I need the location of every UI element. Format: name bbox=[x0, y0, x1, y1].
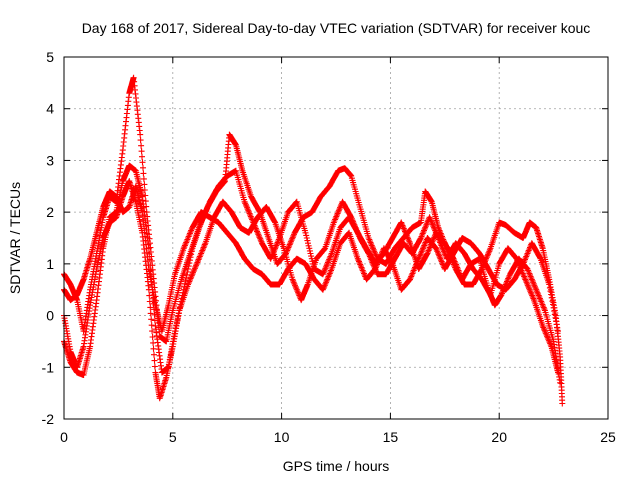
y-tick-label: -1 bbox=[42, 359, 55, 375]
series-track-a bbox=[61, 74, 566, 407]
y-tick-label: 3 bbox=[46, 152, 54, 168]
y-tick-label: 0 bbox=[46, 308, 54, 324]
x-tick-label: 15 bbox=[383, 429, 399, 445]
y-tick-label: 5 bbox=[46, 49, 54, 65]
y-axis-label: SDTVAR / TECUs bbox=[7, 182, 23, 294]
x-axis-label: GPS time / hours bbox=[283, 458, 390, 474]
data-markers bbox=[61, 74, 566, 407]
x-tick-label: 0 bbox=[60, 429, 68, 445]
plot-frame bbox=[63, 56, 609, 420]
y-tick-label: 2 bbox=[46, 204, 54, 220]
y-tick-label: -2 bbox=[42, 411, 55, 427]
chart-title: Day 168 of 2017, Sidereal Day-to-day VTE… bbox=[82, 20, 591, 36]
axis-ticks: 0 5 10 15 20 25 -2 -1 0 1 2 3 4 5 bbox=[42, 49, 616, 445]
y-tick-label: 1 bbox=[46, 256, 54, 272]
x-tick-label: 25 bbox=[600, 429, 616, 445]
data-points bbox=[61, 74, 566, 407]
x-tick-label: 10 bbox=[274, 429, 290, 445]
x-tick-label: 5 bbox=[169, 429, 177, 445]
y-tick-label: 4 bbox=[46, 101, 54, 117]
x-tick-label: 20 bbox=[491, 429, 507, 445]
